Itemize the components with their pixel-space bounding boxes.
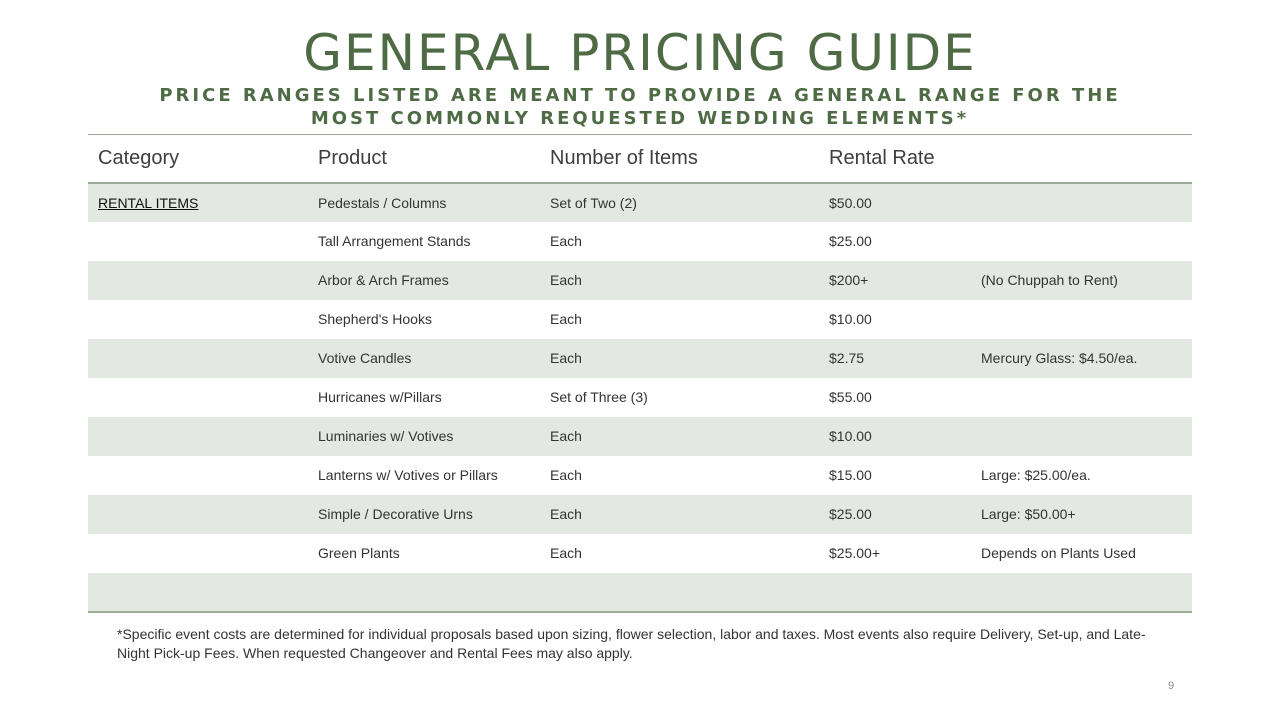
pricing-table: Category Product Number of Items Rental … [88, 134, 1192, 613]
cell-note [971, 417, 1192, 456]
cell-rate: $25.00+ [829, 545, 880, 561]
page-number: 9 [1168, 680, 1175, 692]
cell-rate: $50.00 [829, 194, 872, 211]
cell-product: Shepherd's Hooks [318, 311, 432, 327]
table-row: Lanterns w/ Votives or Pillars Each $15.… [88, 456, 1192, 495]
cell-product: Arbor & Arch Frames [318, 272, 449, 288]
cell-category [88, 573, 308, 612]
cell-items: Each [550, 233, 582, 249]
cell-rate: $55.00 [829, 389, 872, 405]
header-product: Product [318, 146, 387, 169]
cell-items: Each [550, 350, 582, 366]
page-subtitle: PRICE RANGES LISTED ARE MEANT TO PROVIDE… [159, 85, 1121, 129]
cell-category [88, 339, 308, 378]
cell-note [971, 183, 1192, 222]
cell-rate: $10.00 [829, 428, 872, 444]
table-header-row: Category Product Number of Items Rental … [88, 134, 1192, 183]
cell-items: Each [550, 428, 582, 444]
cell-note [971, 300, 1192, 339]
cell-items: Each [550, 272, 582, 288]
cell-note: (No Chuppah to Rent) [981, 272, 1118, 288]
cell-rate: $200+ [829, 272, 869, 288]
cell-product [308, 573, 540, 612]
cell-rate: $15.00 [829, 467, 872, 483]
cell-note: Mercury Glass: $4.50/ea. [981, 350, 1138, 366]
table-row: Simple / Decorative Urns Each $25.00 Lar… [88, 494, 1192, 534]
table-row: Tall Arrangement Stands Each $25.00 [88, 222, 1192, 261]
cell-items: Set of Two (2) [550, 194, 637, 211]
cell-items: Set of Three (3) [550, 389, 648, 405]
page-title: GENERAL PRICING GUIDE [303, 24, 977, 82]
table-row: Hurricanes w/Pillars Set of Three (3) $5… [88, 378, 1192, 417]
cell-note: Large: $50.00+ [981, 506, 1076, 522]
cell-product: Luminaries w/ Votives [318, 428, 454, 444]
cell-product: Votive Candles [318, 350, 412, 366]
category-label: RENTAL ITEMS [98, 194, 199, 211]
cell-product: Lanterns w/ Votives or Pillars [318, 467, 498, 483]
table-row: Luminaries w/ Votives Each $10.00 [88, 416, 1192, 456]
cell-product: Tall Arrangement Stands [318, 233, 471, 249]
table-row: Green Plants Each $25.00+ Depends on Pla… [88, 534, 1192, 573]
cell-rate: $2.75 [829, 350, 865, 366]
cell-rate: $25.00 [829, 506, 872, 522]
cell-rate: $25.00 [829, 233, 872, 249]
footnote: *Specific event costs are determined for… [117, 626, 1146, 661]
cell-items: Each [550, 545, 582, 561]
cell-category [88, 534, 308, 573]
table-row-empty [88, 572, 1192, 612]
header-notes [971, 135, 1192, 183]
cell-category [88, 300, 308, 339]
cell-items: Each [550, 311, 582, 327]
table-row: Arbor & Arch Frames Each $200+ (No Chupp… [88, 260, 1192, 300]
header-number-of-items: Number of Items [550, 146, 698, 169]
cell-rate: $10.00 [829, 311, 872, 327]
table-row: Shepherd's Hooks Each $10.00 [88, 300, 1192, 339]
cell-note [971, 222, 1192, 261]
cell-category [88, 261, 308, 300]
cell-category [88, 495, 308, 534]
cell-category [88, 417, 308, 456]
header-rental-rate: Rental Rate [829, 146, 935, 169]
cell-product: Pedestals / Columns [318, 194, 447, 211]
cell-note: Depends on Plants Used [981, 545, 1136, 561]
header-category: Category [98, 146, 180, 169]
table-row: Votive Candles Each $2.75 Mercury Glass:… [88, 338, 1192, 378]
cell-items: Each [550, 467, 582, 483]
cell-category [88, 456, 308, 495]
cell-category: RENTAL ITEMS [88, 183, 308, 222]
table-row: RENTAL ITEMS Pedestals / Columns Set of … [88, 182, 1192, 222]
cell-items [540, 573, 819, 612]
cell-product: Hurricanes w/Pillars [318, 389, 442, 405]
cell-product: Green Plants [318, 545, 400, 561]
cell-note: Large: $25.00/ea. [981, 467, 1091, 483]
cell-note [971, 573, 1192, 612]
cell-category [88, 222, 308, 261]
pricing-table-container: Category Product Number of Items Rental … [88, 134, 1192, 613]
cell-note [971, 378, 1192, 417]
cell-rate [819, 573, 971, 612]
cell-product: Simple / Decorative Urns [318, 506, 473, 522]
cell-items: Each [550, 506, 582, 522]
cell-category [88, 378, 308, 417]
